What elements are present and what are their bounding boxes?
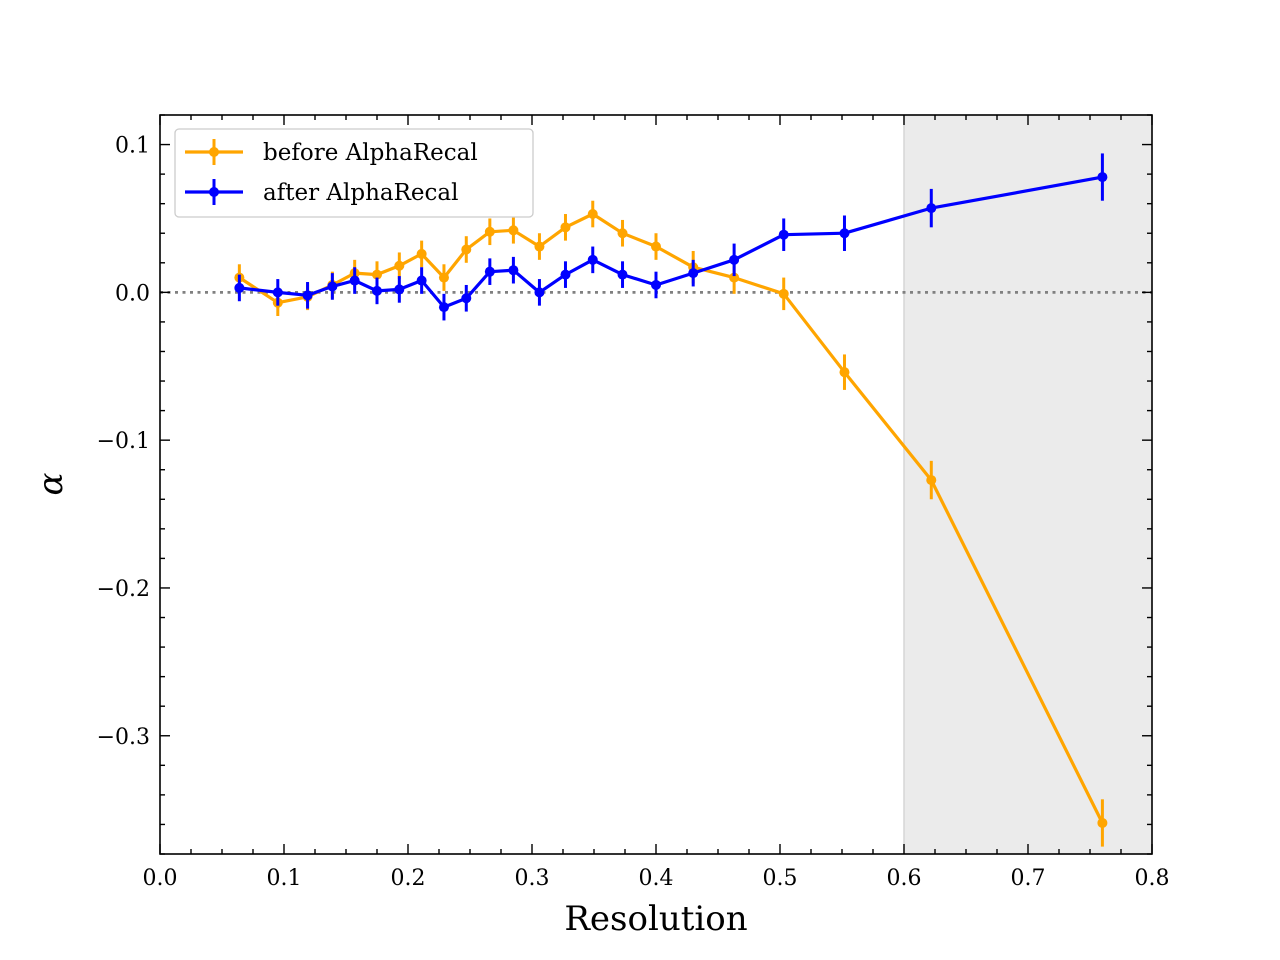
shaded-region: [904, 115, 1152, 854]
data-point: [617, 228, 628, 239]
data-point: [438, 272, 449, 283]
data-point: [234, 282, 245, 293]
x-tick-label: 0.7: [1011, 866, 1046, 891]
x-tick-label: 0.1: [267, 866, 302, 891]
data-point: [926, 475, 937, 486]
data-point: [651, 241, 661, 252]
data-point: [372, 285, 382, 296]
y-tick-label: 0.0: [115, 281, 150, 306]
data-point: [926, 203, 937, 214]
y-tick-label: 0.1: [115, 134, 150, 159]
x-tick-label: 0.3: [515, 866, 550, 891]
data-point: [534, 241, 545, 252]
data-point: [272, 287, 283, 298]
data-point: [372, 269, 382, 280]
data-point: [416, 275, 427, 286]
y-tick-label: −0.3: [97, 725, 150, 750]
x-axis-label: Resolution: [564, 899, 747, 939]
legend-item-after: after AlphaRecal: [185, 179, 458, 206]
data-point: [508, 265, 519, 276]
data-point: [560, 222, 571, 233]
legend-label-after: after AlphaRecal: [263, 180, 458, 206]
series-layer: [234, 153, 1108, 847]
data-point: [617, 269, 628, 280]
data-point: [461, 293, 472, 304]
x-tick-label: 0.4: [639, 866, 674, 891]
x-tick-label: 0.5: [763, 866, 798, 891]
data-point: [560, 269, 571, 280]
legend-marker: [209, 187, 219, 197]
plot-frame: [159, 114, 1153, 855]
data-point: [729, 272, 740, 283]
data-point: [508, 225, 519, 236]
data-point: [302, 290, 313, 301]
data-point: [438, 302, 449, 313]
data-point: [587, 209, 598, 220]
legend-item-before: before AlphaRecal: [185, 139, 478, 166]
data-point: [688, 268, 699, 279]
legend-label-before: before AlphaRecal: [263, 140, 478, 166]
data-point: [587, 254, 598, 265]
data-point: [484, 226, 495, 237]
legend: before AlphaRecal after AlphaRecal: [174, 128, 534, 218]
data-point: [416, 248, 427, 259]
data-point: [1097, 172, 1108, 183]
data-point: [1097, 817, 1108, 828]
data-point: [484, 266, 495, 277]
data-point: [394, 260, 405, 271]
legend-marker: [209, 147, 219, 157]
y-axis-label: α: [31, 472, 71, 495]
tick-label-layer: 0.0 0.1 0.2 0.3 0.4 0.5 0.6 0.7 0.8 0.1 0.0 −0.1 −0.…: [97, 134, 1170, 891]
data-point: [394, 284, 405, 295]
data-point: [349, 275, 360, 286]
data-point: [534, 287, 545, 298]
data-point: [651, 279, 661, 290]
series-after: [234, 153, 1108, 321]
data-point: [778, 229, 789, 240]
data-point: [839, 367, 850, 378]
data-point: [461, 244, 472, 255]
x-tick-label: 0.2: [391, 866, 426, 891]
x-tick-label: 0.6: [887, 866, 922, 891]
shaded-region-layer: [903, 115, 1152, 854]
data-point: [778, 288, 789, 299]
x-tick-label: 0.0: [143, 866, 178, 891]
ticks-layer: [159, 114, 1153, 855]
data-point: [839, 228, 850, 239]
data-point: [729, 254, 740, 265]
y-tick-label: −0.1: [97, 429, 150, 454]
x-tick-label: 0.8: [1135, 866, 1170, 891]
data-point: [327, 281, 338, 292]
legend-box: [174, 128, 534, 218]
y-tick-label: −0.2: [97, 577, 150, 602]
